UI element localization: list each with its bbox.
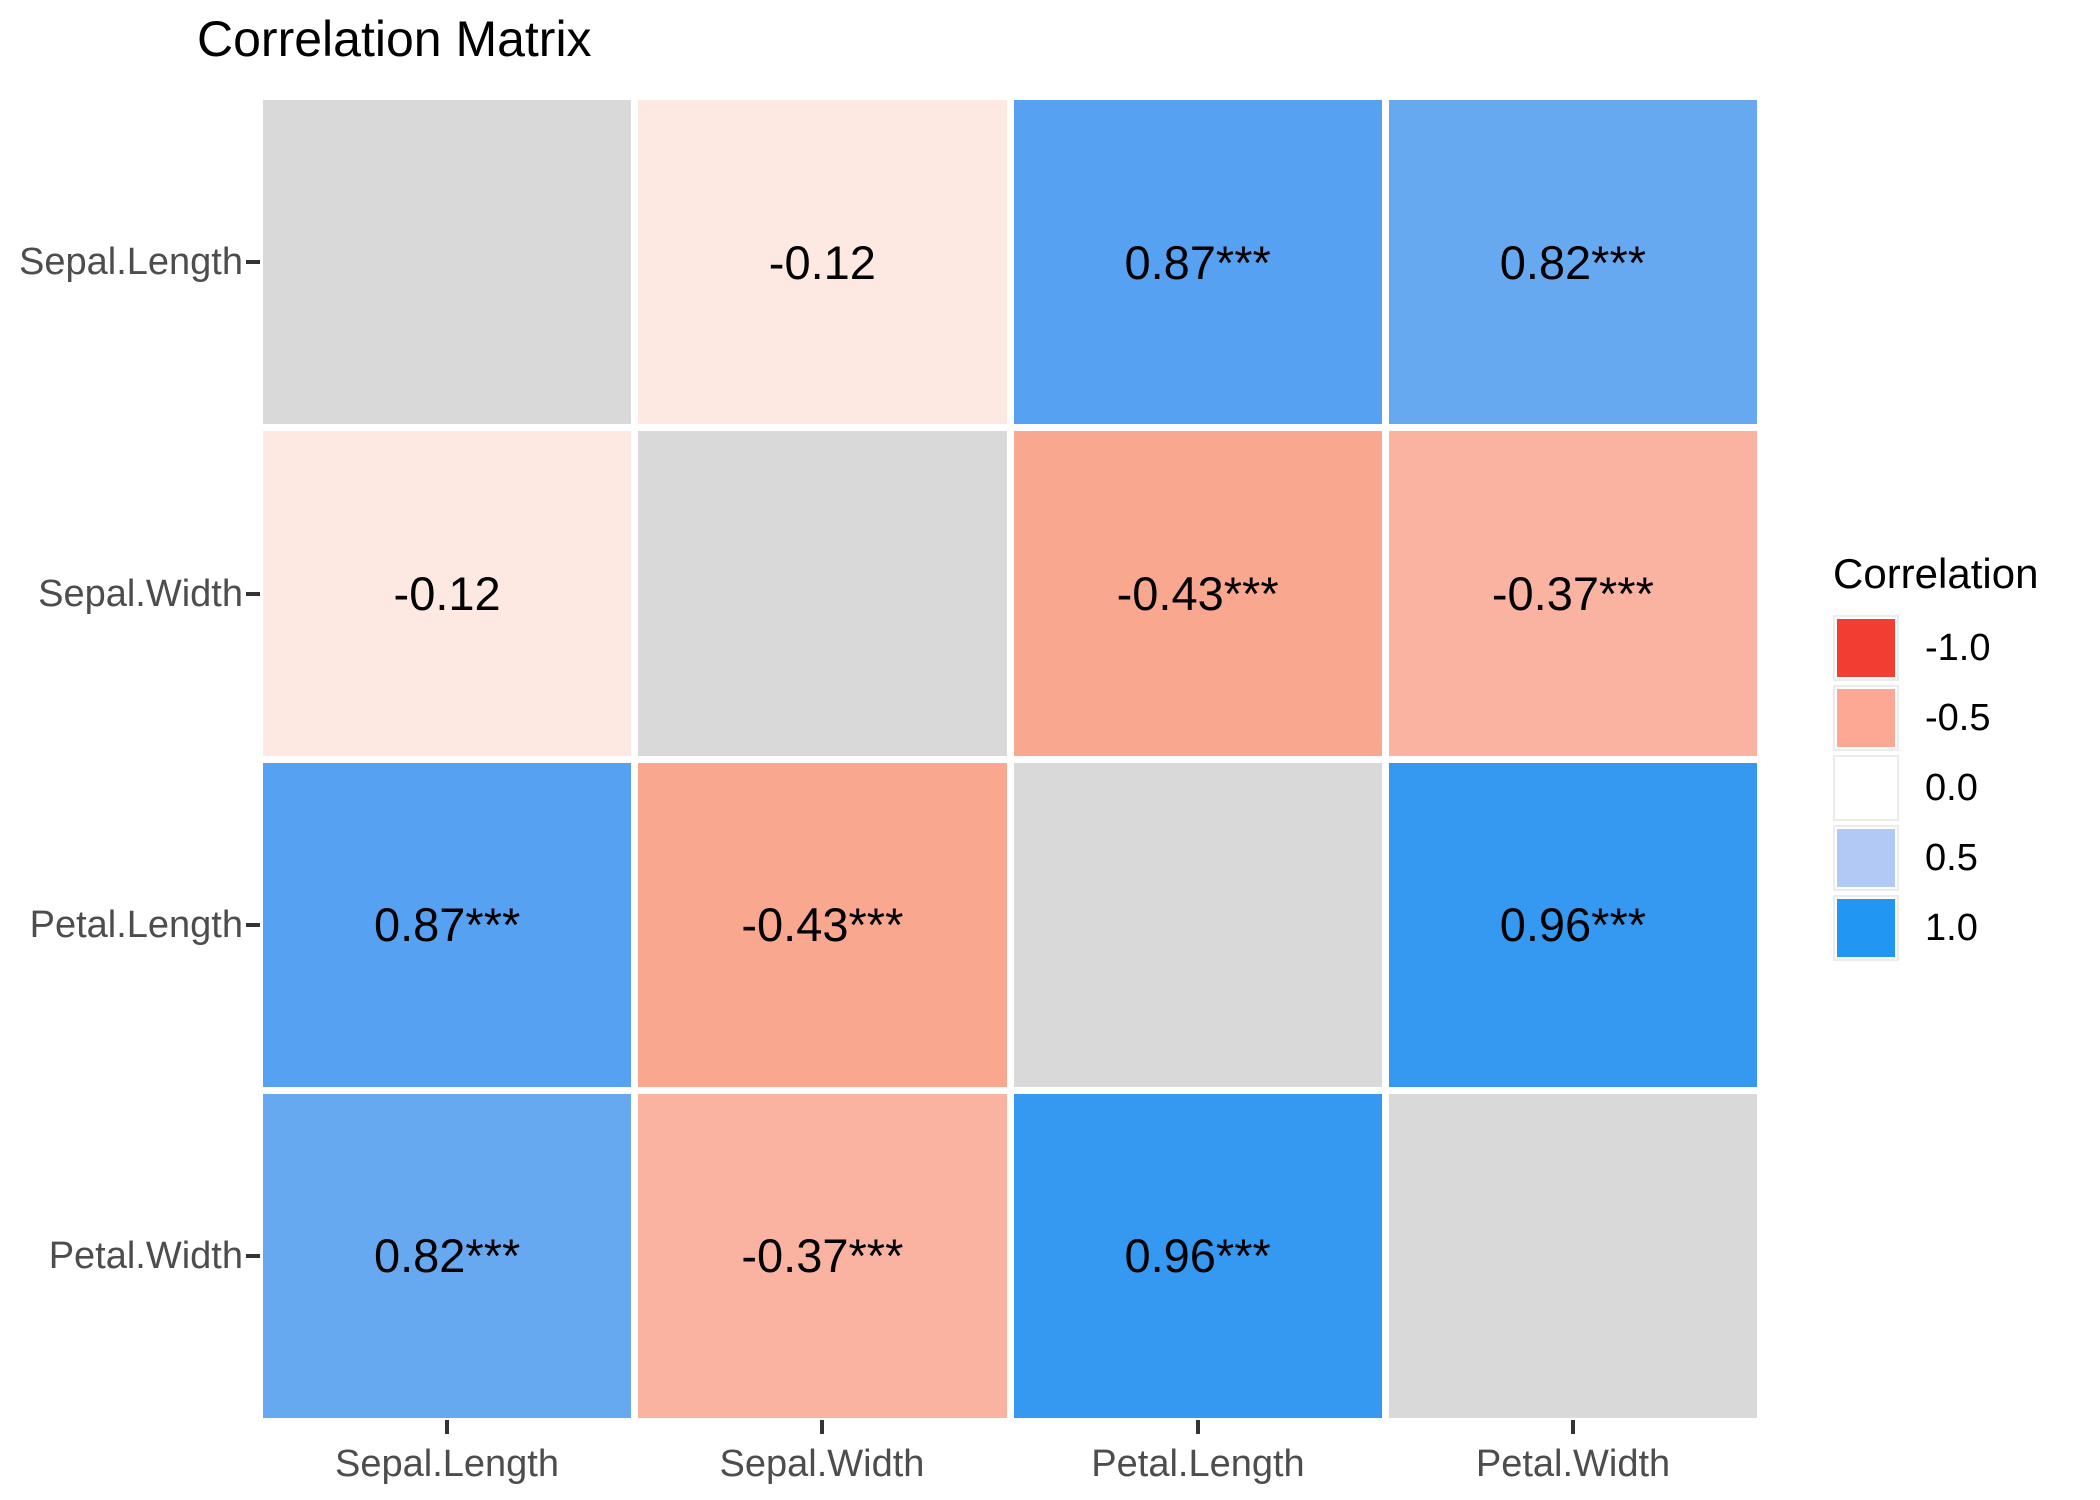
chart-title: Correlation Matrix — [197, 11, 592, 67]
legend-label: 0.0 — [1925, 766, 1978, 809]
legend-entry: 1.0 — [1833, 895, 2038, 961]
matrix-cell-r2c0: 0.87*** — [263, 762, 632, 1087]
legend-swatch-white — [1837, 759, 1895, 817]
x-axis-tick — [820, 1420, 824, 1434]
matrix-cell-r1c2: -0.43*** — [1013, 431, 1382, 756]
matrix-cell-r1c1 — [638, 431, 1007, 756]
y-axis-label: Sepal.Length — [19, 241, 243, 283]
matrix-cell-r3c3 — [1388, 1093, 1757, 1418]
x-axis-label: Petal.Width — [1475, 1443, 1671, 1485]
x-axis-tick — [1571, 1420, 1575, 1434]
matrix-cell-r3c1: -0.37*** — [638, 1093, 1007, 1418]
legend-key — [1833, 685, 1899, 751]
x-axis-label: Sepal.Length — [335, 1443, 559, 1485]
y-axis-label: Petal.Width — [48, 1235, 243, 1277]
y-axis-label: Petal.Length — [29, 904, 243, 946]
y-axis-tick — [246, 923, 260, 927]
legend-swatch-red — [1837, 619, 1895, 677]
matrix-cell-r1c3: -0.37*** — [1388, 431, 1757, 756]
matrix-cell-r0c0 — [263, 100, 632, 425]
y-axis-tick — [246, 592, 260, 596]
legend-title: Correlation — [1833, 550, 2039, 597]
matrix-cell-r2c2 — [1013, 762, 1382, 1087]
legend-key — [1833, 825, 1899, 891]
matrix-cell-r0c3: 0.82*** — [1388, 100, 1757, 425]
x-axis-label: Sepal.Width — [719, 1443, 925, 1485]
legend-key — [1833, 615, 1899, 681]
legend-label: -0.5 — [1925, 696, 1991, 739]
matrix-cell-r3c0: 0.82*** — [263, 1093, 632, 1418]
legend-label: 1.0 — [1925, 906, 1978, 949]
legend-key — [1833, 755, 1899, 821]
matrix-cell-r1c0: -0.12 — [263, 431, 632, 756]
legend-swatch-blue — [1837, 899, 1895, 957]
heatmap-panel: -0.12 0.87*** 0.82*** -0.12 -0.43*** -0.… — [263, 100, 1757, 1418]
matrix-cell-r0c1: -0.12 — [638, 100, 1007, 425]
legend-entry: -0.5 — [1833, 685, 2038, 751]
matrix-cell-r2c3: 0.96*** — [1388, 762, 1757, 1087]
legend-entry: -1.0 — [1833, 615, 2038, 681]
legend-swatch-lightblue — [1837, 829, 1895, 887]
y-axis-label: Sepal.Width — [38, 573, 243, 615]
y-axis-tick — [246, 260, 260, 264]
y-axis-tick — [246, 1254, 260, 1258]
legend: Correlation -1.0 -0.5 0.0 0.5 — [1833, 549, 2038, 965]
legend-label: 0.5 — [1925, 836, 1978, 879]
legend-swatch-salmon — [1837, 689, 1895, 747]
matrix-cell-r2c1: -0.43*** — [638, 762, 1007, 1087]
legend-entry: 0.5 — [1833, 825, 2038, 891]
x-axis-label: Petal.Length — [1091, 1443, 1305, 1485]
legend-entry: 0.0 — [1833, 755, 2038, 821]
matrix-cell-r3c2: 0.96*** — [1013, 1093, 1382, 1418]
matrix-cell-r0c2: 0.87*** — [1013, 100, 1382, 425]
x-axis-tick — [445, 1420, 449, 1434]
legend-label: -1.0 — [1925, 626, 1991, 669]
legend-key — [1833, 895, 1899, 961]
x-axis-tick — [1196, 1420, 1200, 1434]
